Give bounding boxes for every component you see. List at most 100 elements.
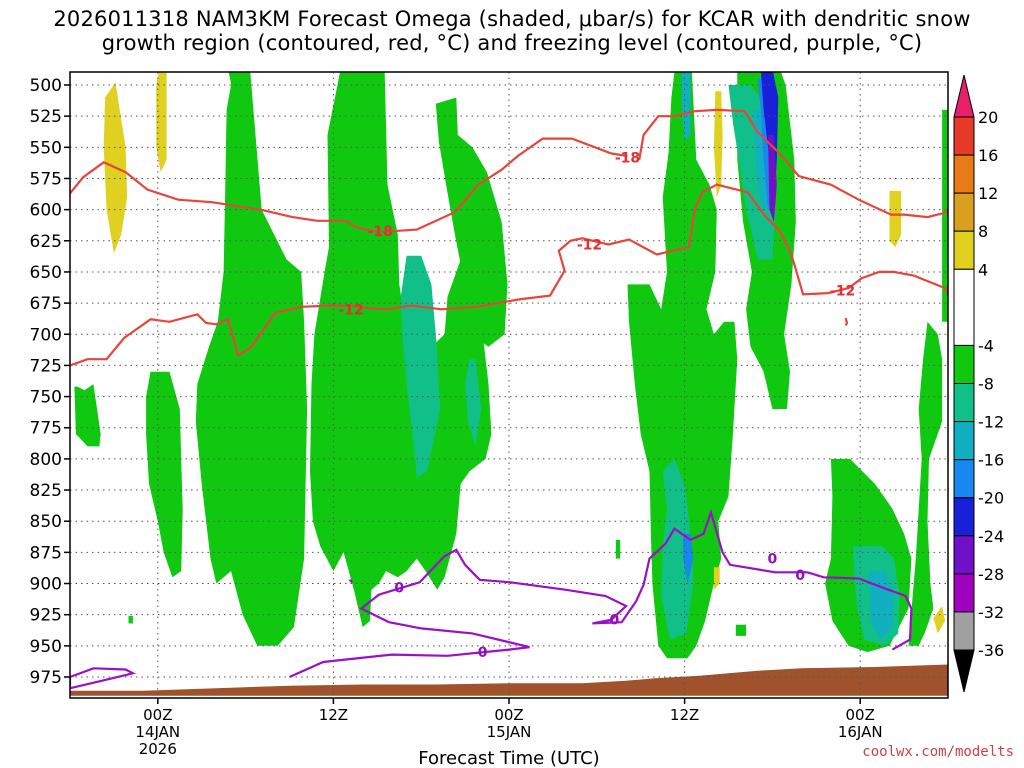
omega-region-20 (869, 571, 894, 640)
omega-region-30 (735, 624, 747, 636)
omega-region-31 (128, 615, 133, 624)
credit-text: coolwx.com/modelts (862, 744, 1014, 760)
y-tick-label-600: 600 (30, 201, 62, 221)
colorbar-top-arrow (953, 74, 975, 118)
colorbar-label-8: 8 (978, 222, 988, 241)
colorbar-label-4: 4 (978, 260, 988, 279)
colorbar-band-7 (953, 383, 975, 423)
colorbar-band-9 (953, 459, 975, 499)
colorbar: 20 16 12 8 4 -4 -8 -12 -16 -20 -24 -28 -32 -36 (953, 74, 1004, 693)
dgz-minus12-contour (70, 183, 948, 367)
y-tick-label-750: 750 (30, 388, 62, 408)
y-tick-label-775: 775 (30, 419, 62, 439)
omega-region-7 (146, 371, 183, 578)
omega-region-29 (615, 539, 621, 559)
y-tick-label-625: 625 (30, 232, 62, 252)
y-tick-label-975: 975 (30, 668, 62, 688)
omega-region-5 (228, 72, 246, 110)
contour-lines (70, 108, 948, 690)
chart-title-line-1: 2026011318 NAM3KM Forecast Omega (shaded… (53, 7, 971, 31)
colorbar-bottom-arrow (953, 649, 975, 693)
terrain-fill (70, 664, 948, 696)
omega-region-26 (889, 190, 902, 247)
colorbar-label--16: -16 (978, 451, 1004, 470)
contour-label-0: -18 (368, 224, 393, 240)
contour-label-3: -12 (577, 238, 602, 254)
x-tick-label-3: 12Z (670, 706, 699, 724)
freezing-fragment (348, 578, 354, 584)
y-tick-label-700: 700 (30, 325, 62, 345)
contour-label-2: -12 (338, 302, 363, 318)
y-tick-label-800: 800 (30, 450, 62, 470)
contour-label-5: 0 (394, 580, 404, 596)
colorbar-band-10 (953, 497, 975, 537)
omega-region-6 (74, 384, 101, 447)
omega-region-28 (933, 606, 946, 634)
omega-region-13 (400, 255, 441, 478)
contour-label-9: 0 (768, 552, 778, 568)
omega-region-25 (713, 91, 723, 198)
colorbar-label-16: 16 (978, 146, 998, 165)
colorbar-label--36: -36 (978, 641, 1004, 660)
omega-region-4 (435, 97, 508, 347)
x-tick-date-2: 15JAN (487, 723, 532, 741)
colorbar-label-20: 20 (978, 108, 998, 127)
omega-region-11 (908, 321, 943, 646)
colorbar-label--4: -4 (978, 336, 994, 355)
colorbar-band-5 (953, 268, 975, 346)
y-tick-label-950: 950 (30, 637, 62, 657)
x-tick-year-0: 2026 (139, 740, 177, 758)
omega-region-2 (195, 72, 308, 646)
omega-region-24 (768, 134, 777, 223)
colorbar-band-6 (953, 344, 975, 384)
y-axis: 500 525 550 575 600 625 650 675 700 725 750 775 800 8… (30, 76, 70, 688)
freezing-level-contour-b (289, 508, 913, 679)
x-tick-label-2: 00Z (494, 706, 523, 724)
contour-labels: -18 -18 -12 -12 -12 0 0 0 0 0 (338, 150, 855, 661)
y-tick-label-875: 875 (30, 543, 62, 563)
omega-region-14 (465, 359, 482, 447)
y-tick-label-900: 900 (30, 575, 62, 595)
y-tick-label-650: 650 (30, 263, 62, 283)
contour-label-8: 0 (795, 568, 805, 584)
colorbar-band-3 (953, 192, 975, 232)
y-tick-label-825: 825 (30, 481, 62, 501)
colorbar-label--8: -8 (978, 375, 994, 394)
colorbar-label--24: -24 (978, 527, 1004, 546)
colorbar-band-2 (953, 154, 975, 194)
y-tick-label-550: 550 (30, 138, 62, 158)
contour-label-6: 0 (609, 613, 619, 629)
y-tick-label-525: 525 (30, 107, 62, 127)
colorbar-label--20: -20 (978, 489, 1004, 508)
omega-region-15 (661, 458, 694, 640)
colorbar-label-12: 12 (978, 184, 998, 203)
dgz-minus18-contour-b (638, 108, 948, 219)
dgz-fragment (844, 317, 849, 327)
colorbar-band-8 (953, 421, 975, 461)
colorbar-label--12: -12 (978, 413, 1004, 432)
x-tick-label-0: 00Z (143, 706, 172, 724)
omega-region-27 (713, 567, 720, 590)
y-tick-label-850: 850 (30, 512, 62, 532)
x-tick-label-1: 12Z (319, 706, 348, 724)
colorbar-band-12 (953, 573, 975, 613)
colorbar-label--32: -32 (978, 603, 1004, 622)
omega-region-18 (681, 72, 691, 142)
x-tick-date-4: 16JAN (838, 723, 883, 741)
omega-region-8 (627, 72, 738, 659)
y-tick-label-675: 675 (30, 294, 62, 314)
freezing-level-contour (70, 667, 137, 690)
colorbar-band-13 (953, 611, 975, 651)
y-tick-label-500: 500 (30, 76, 62, 96)
colorbar-band-4 (953, 230, 975, 270)
grid-lines (70, 72, 948, 698)
x-axis-label: Forecast Time (UTC) (418, 748, 599, 768)
omega-region-22 (683, 533, 694, 584)
y-tick-label-575: 575 (30, 169, 62, 189)
terrain-area (70, 664, 948, 696)
y-tick-label-925: 925 (30, 606, 62, 626)
omega-shading (74, 72, 948, 659)
dgz-minus18-contour (70, 137, 628, 234)
